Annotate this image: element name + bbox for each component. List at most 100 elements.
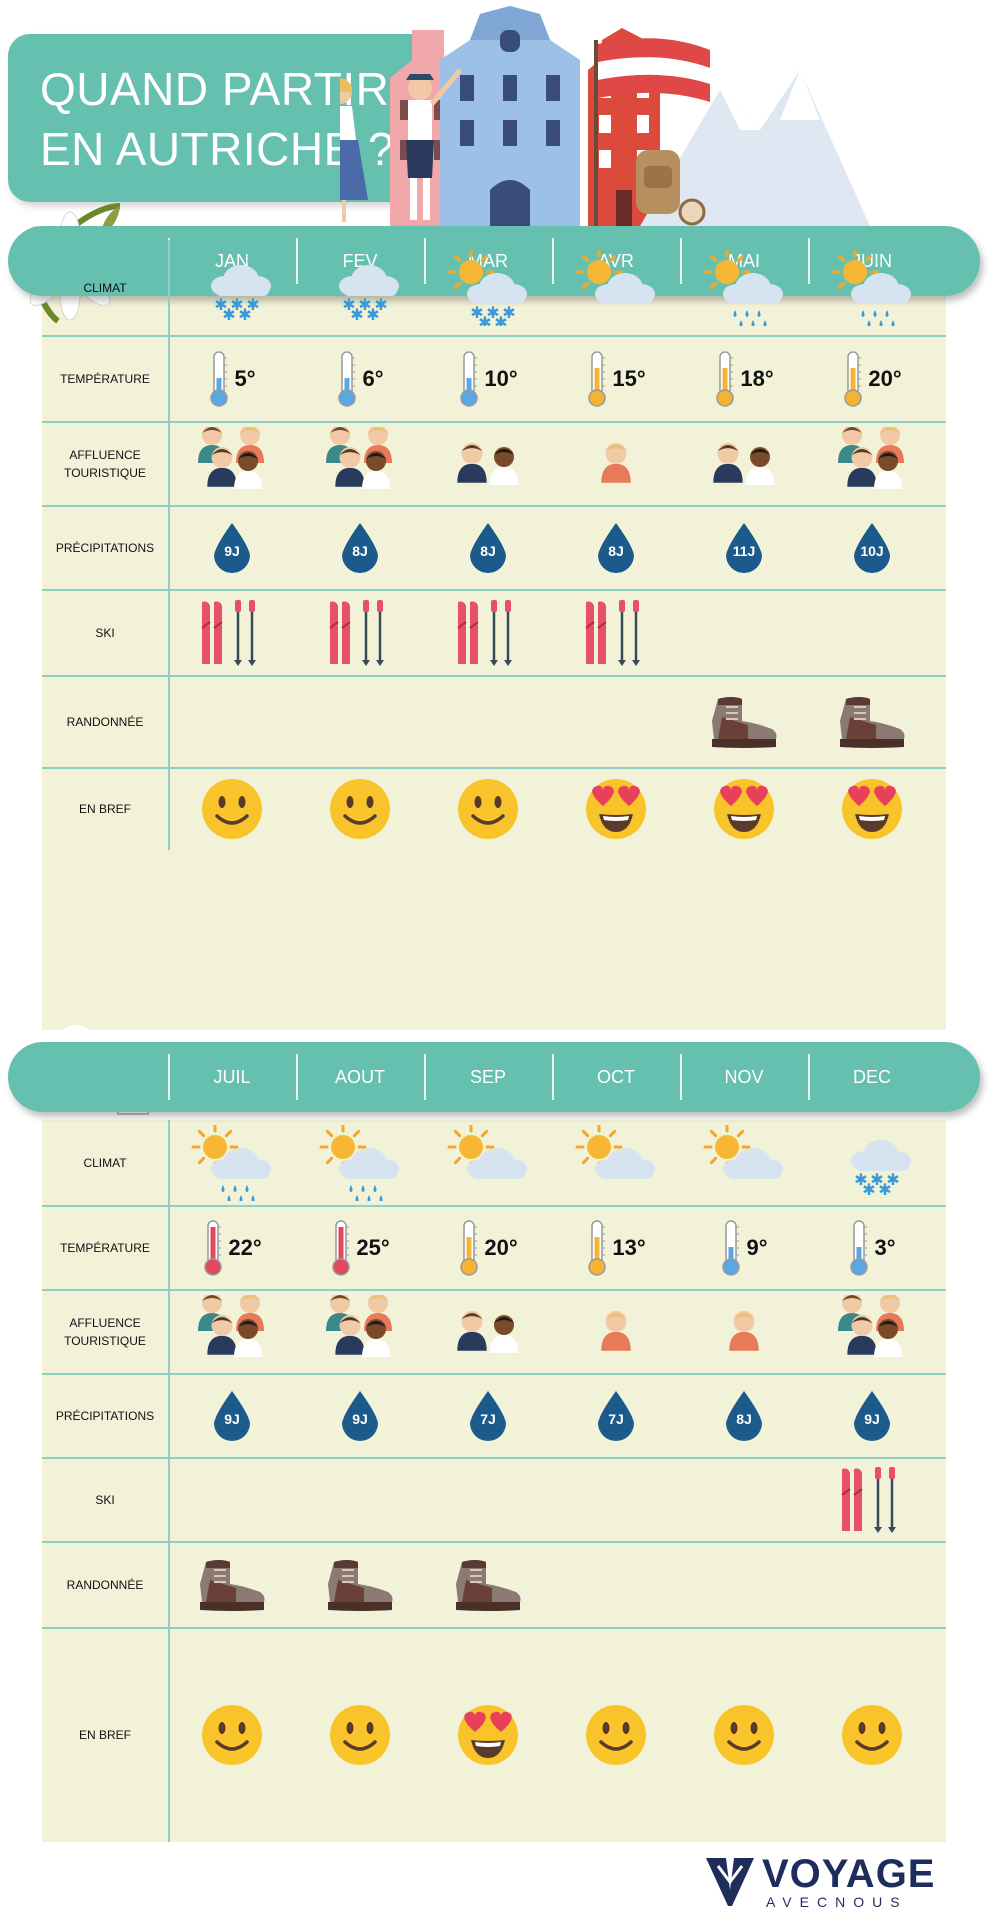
precipitation-cell-mar: 8J [424, 506, 552, 590]
heart-eyes-emoji-icon [842, 779, 902, 839]
row-label-affluence-line1: AFFLUENCE [69, 448, 141, 462]
sun-cloud-rain-icon [191, 1125, 271, 1201]
row-label-climat: CLIMAT [83, 281, 127, 295]
svg-text:✱: ✱ [366, 305, 379, 324]
temperature-value: 18° [740, 366, 774, 391]
temperature-cell-jan: 5° [168, 336, 296, 422]
woman-dirndl-illustration [340, 78, 368, 222]
rain-drop-icon [854, 523, 890, 573]
row-label-affluence-line2: TOURISTIQUE [64, 1334, 146, 1348]
temperature-cell-oct: 13° [552, 1206, 680, 1290]
climate-cell-mai [680, 240, 808, 336]
row-label-precipitations: PRÉCIPITATIONS [55, 541, 155, 555]
crowd-2-people-icon [457, 442, 518, 485]
precipitation-cell-fev: 8J [296, 506, 424, 590]
ski-cell-mar [424, 590, 552, 676]
smiley-emoji-icon [842, 1705, 902, 1765]
month-separator [808, 238, 810, 284]
climate-cell-avr [552, 240, 680, 336]
climate-cell-aout [296, 1120, 424, 1206]
mood-cell-mai [680, 768, 808, 850]
rain-drop-badge: 7J [466, 1389, 510, 1443]
row-divider [42, 1541, 946, 1543]
precipitation-days: 8J [480, 543, 496, 559]
temperature-cell-dec: 3° [808, 1206, 936, 1290]
thermometer-cold-icon [338, 351, 357, 407]
precipitation-days: 7J [480, 1411, 496, 1427]
rain-drop-icon [214, 1391, 250, 1441]
voyage-avecnous-logo: VOYAGE AVECNOUS [700, 1850, 970, 1910]
rain-drop-icon [598, 1391, 634, 1441]
crowd-cell-dec [808, 1290, 936, 1374]
crowd-cell-juil [168, 1290, 296, 1374]
mood-cell-oct [552, 1628, 680, 1842]
mountain-illustration [640, 70, 870, 226]
row-divider [42, 1373, 946, 1375]
rain-drop-badge: 8J [338, 521, 382, 575]
hiking-cell-nov [680, 1542, 808, 1628]
ski-icon [457, 600, 512, 666]
rain-drop-icon [854, 1391, 890, 1441]
ski-cell-fev [296, 590, 424, 676]
sun-cloud-icon [447, 1125, 527, 1179]
temperature-value: 20° [868, 366, 902, 391]
mood-cell-mar [424, 768, 552, 850]
austria-flag-illustration [594, 38, 710, 226]
row-label-randonnee: RANDONNÉE [66, 715, 144, 729]
svg-text:✱: ✱ [350, 305, 363, 324]
rain-drop-badge: 9J [210, 1389, 254, 1443]
thermometer-hot-icon [204, 1220, 223, 1276]
heart-eyes-emoji-icon [714, 779, 774, 839]
sun-cloud-icon [575, 250, 655, 304]
thermometer-mild-icon [716, 351, 735, 407]
month-header-dec: DEC [852, 1066, 891, 1087]
crowd-4-people-icon [326, 1295, 392, 1357]
row-label-precipitations: PRÉCIPITATIONS [55, 1409, 155, 1423]
rain-drop-icon [470, 1391, 506, 1441]
svg-text:✱: ✱ [494, 313, 507, 326]
ski-cell-aout [296, 1458, 424, 1542]
temperature-cell-nov: 9° [680, 1206, 808, 1290]
rain-drop-badge: 8J [466, 521, 510, 575]
row-label-en_bref: EN BREF [78, 802, 131, 816]
hiking-cell-sep [424, 1542, 552, 1628]
row-divider [42, 1205, 946, 1207]
svg-text:✱: ✱ [502, 303, 515, 322]
temperature-cell-juil: 22° [168, 1206, 296, 1290]
ski-icon [201, 600, 256, 666]
hiking-cell-jan [168, 676, 296, 768]
sun-cloud-icon [575, 1125, 655, 1179]
climate-cell-fev: ✱ ✱ ✱ ✱ ✱ [296, 240, 424, 336]
climate-cell-nov [680, 1120, 808, 1206]
crowd-4-people-icon [198, 1295, 264, 1357]
svg-text:✱: ✱ [470, 303, 483, 322]
ski-cell-dec [808, 1458, 936, 1542]
hiking-cell-dec [808, 1542, 936, 1628]
rain-drop-icon [342, 1391, 378, 1441]
precipitation-cell-avr: 8J [552, 506, 680, 590]
temperature-value: 3° [874, 1235, 896, 1260]
temperature-value: 15° [612, 366, 646, 391]
rain-drop-icon [598, 523, 634, 573]
row-divider [42, 589, 946, 591]
ski-cell-avr [552, 590, 680, 676]
thermometer-hot-icon [332, 1220, 351, 1276]
row-divider [42, 1457, 946, 1459]
svg-text:✱: ✱ [246, 295, 259, 314]
row-label-affluence: AFFLUENCE TOURISTIQUE [42, 422, 168, 506]
sun-cloud-rain-icon [703, 250, 783, 326]
precipitation-days: 7J [608, 1411, 624, 1427]
smiley-emoji-icon [458, 779, 518, 839]
precipitation-cell-nov: 8J [680, 1374, 808, 1458]
sun-cloud-snow-icon: ✱ ✱ ✱✱ ✱ [447, 250, 527, 326]
smiley-emoji-icon [202, 1705, 262, 1765]
title-box: QUAND PARTIR EN AUTRICHE ? [8, 34, 440, 202]
climate-cell-sep [424, 1120, 552, 1206]
ski-icon [841, 1467, 896, 1533]
row-label-affluence: AFFLUENCE TOURISTIQUE [42, 1290, 168, 1374]
rain-drop-badge: 11J [722, 521, 766, 575]
temperature-value: 9° [746, 1235, 768, 1260]
thermometer-mild-icon [844, 351, 863, 407]
ski-cell-juin [808, 590, 936, 676]
precipitation-days: 9J [224, 543, 240, 559]
